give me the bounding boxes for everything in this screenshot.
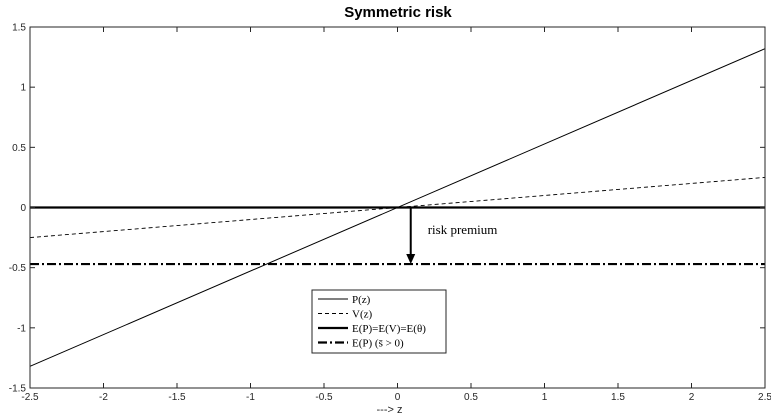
legend-entry: E(P)=E(V)=E(θ) (352, 323, 426, 335)
x-tick-label: -1 (246, 392, 255, 403)
chart-title: Symmetric risk (344, 4, 452, 21)
y-tick-label: 0 (20, 203, 26, 214)
x-axis-label: ---> z (377, 404, 403, 416)
x-tick-label: -0.5 (315, 392, 333, 403)
y-tick-label: -0.5 (9, 263, 27, 274)
y-tick-label: 0.5 (12, 143, 26, 154)
x-tick-label: 0.5 (464, 392, 478, 403)
x-tick-label: -1.5 (168, 392, 186, 403)
legend-entry: E(P) (s̄ > 0) (352, 338, 404, 350)
annotation-text: risk premium (428, 222, 498, 237)
y-tick-label: 1.5 (12, 23, 26, 34)
plot-lines (29, 48, 766, 367)
series-line-2 (29, 176, 766, 239)
y-axis-ticks: -1.5 -1 -0.5 0 0.5 1 1.5 (9, 23, 765, 395)
x-tick-label: -2 (99, 392, 108, 403)
x-tick-label: 1.5 (611, 392, 625, 403)
x-axis-ticks: -2.5 -2 -1.5 -1 -0.5 0 0.5 1 1.5 2 2.5 (21, 27, 771, 403)
x-tick-label: 2.5 (758, 392, 771, 403)
x-tick-label: 2 (689, 392, 695, 403)
y-tick-label: -1.5 (9, 384, 27, 395)
x-tick-label: 0 (395, 392, 401, 403)
annotation-arrow-head (406, 254, 416, 265)
legend-entry: P(z) (352, 294, 371, 306)
legend-box (311, 289, 447, 354)
x-tick-label: 1 (542, 392, 548, 403)
legend: P(z) V(z) E(P)=E(V)=E(θ) E(P) (s̄ > 0) (311, 289, 447, 354)
y-tick-label: 1 (20, 83, 26, 94)
y-tick-label: -1 (17, 323, 26, 334)
legend-entry: V(z) (352, 309, 372, 321)
annotation: risk premium (406, 207, 498, 265)
x-tick-label: -2.5 (21, 392, 39, 403)
